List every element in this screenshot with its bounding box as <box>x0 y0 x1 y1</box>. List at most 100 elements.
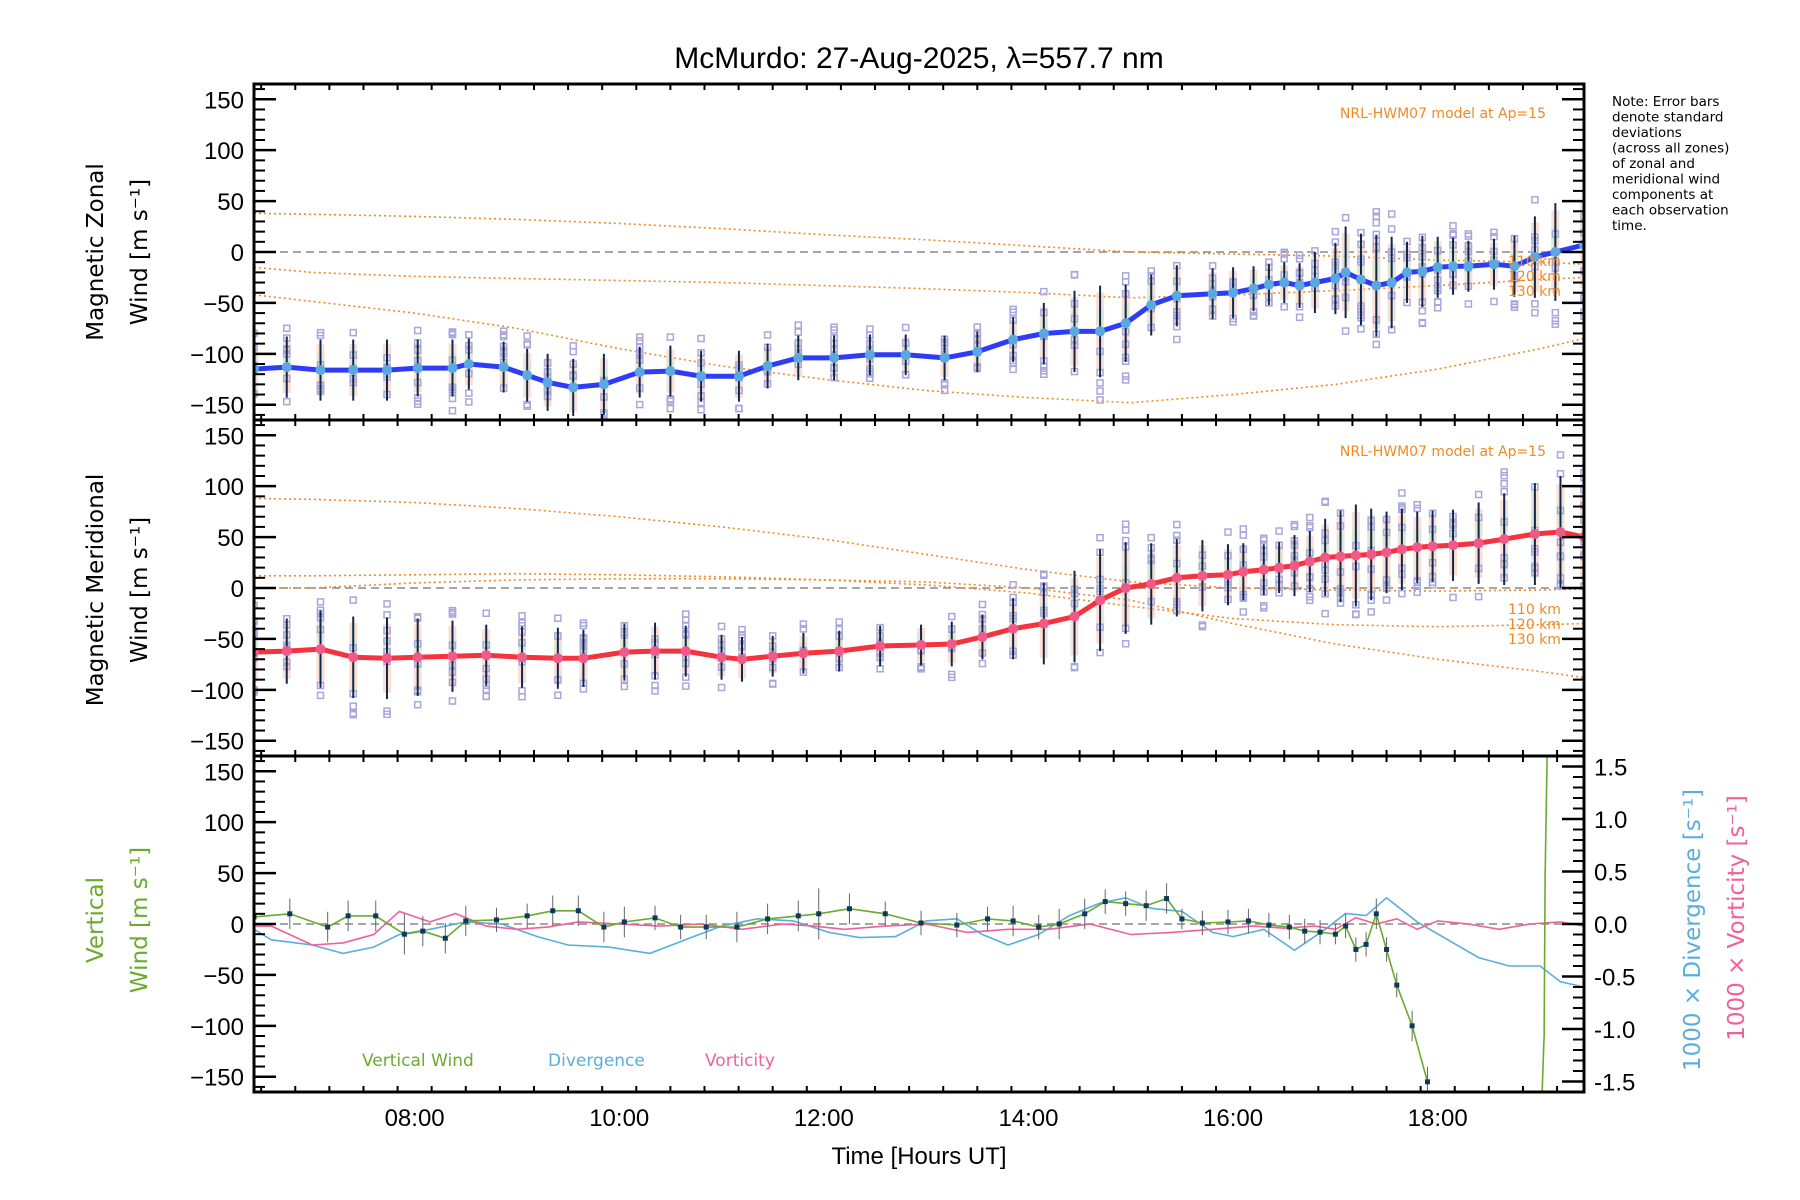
zone-point <box>1239 608 1248 616</box>
zonal-data-point <box>412 363 423 374</box>
zonal-data-point <box>522 370 533 381</box>
vertical-wind-point <box>816 911 822 917</box>
left-y-axis: 150 100 50 0 −50 −100 −150 <box>190 87 1584 420</box>
meridional-data-point <box>1238 566 1249 577</box>
meridional-data-point <box>1448 540 1459 551</box>
zonal-data-point <box>1309 277 1320 288</box>
x-tick-label: 10:00 <box>589 1105 649 1132</box>
zone-point <box>940 379 949 387</box>
meridional-data-point <box>619 647 630 658</box>
meridional-alt-label-120: 120 km <box>1508 617 1561 633</box>
vertical-wind-point <box>345 913 351 919</box>
chart-title: McMurdo: 27-Aug-2025, λ=557.7 nm <box>674 42 1163 75</box>
zone-point <box>523 332 531 340</box>
meridional-data-point <box>1171 572 1182 583</box>
zone-point <box>1040 287 1048 296</box>
zone-point <box>1580 473 1584 482</box>
zone-point <box>1147 267 1155 275</box>
vertical-wind-point <box>765 916 771 922</box>
model-curve-130km <box>254 212 1584 265</box>
x-tick-label: 08:00 <box>385 1105 445 1132</box>
zone-point <box>554 614 562 622</box>
zone-point <box>1382 596 1391 604</box>
zone-point <box>1449 230 1457 238</box>
vertical-wind-point <box>1245 918 1251 924</box>
zone-point <box>1121 272 1130 280</box>
meridional-data-point <box>798 648 809 659</box>
meridional-data-point <box>1555 527 1566 537</box>
zone-point <box>518 692 526 701</box>
meridional-data-point <box>737 654 748 665</box>
meridional-data-point <box>1304 556 1315 567</box>
zone-point <box>866 325 874 333</box>
zone-point <box>482 685 490 694</box>
zonal-data-point <box>1120 318 1131 329</box>
divergence-ylabel: 1000 × Divergence [s⁻¹] <box>1680 789 1706 1071</box>
zone-point <box>1580 582 1584 590</box>
vertical-wind-point <box>1225 919 1231 925</box>
note-line: meridional wind <box>1612 172 1720 188</box>
zone-point <box>866 374 874 383</box>
meridional-data-point <box>1258 564 1269 575</box>
meridional-data-point <box>1499 534 1510 545</box>
zone-point <box>1413 500 1421 509</box>
left-tick-label: 0 <box>231 576 244 603</box>
zone-point <box>1009 365 1017 374</box>
zone-point <box>282 324 291 333</box>
zone-point <box>448 329 457 337</box>
zone-point <box>1260 536 1268 544</box>
zonal-data-point <box>1279 277 1290 288</box>
zone-point <box>1449 593 1457 602</box>
zone-point <box>254 629 258 637</box>
zone-point <box>1121 278 1130 286</box>
zone-point <box>1580 229 1584 237</box>
left-tick-label: −100 <box>190 1014 244 1041</box>
vertical-wind-point <box>1353 946 1359 952</box>
vertical-wind-point <box>1286 924 1292 930</box>
meridional-data-point <box>767 651 778 662</box>
vertical-wind-point <box>1373 911 1379 917</box>
zonal-data-point <box>348 365 359 376</box>
model-curve-120km <box>254 572 1584 628</box>
zone-point <box>349 328 357 337</box>
left-tick-label: −50 <box>203 291 244 318</box>
left-tick-label: −150 <box>190 1065 244 1092</box>
zonal-wind-panel: 150 100 50 0 −50 −100 −150 <box>190 82 1586 422</box>
vertical-ylabel: Vertical Wind [m s⁻¹] <box>83 847 153 993</box>
right-tick-label: -1.0 <box>1594 1017 1635 1044</box>
meridional-data-point <box>412 652 423 663</box>
zonal-data-point <box>1371 280 1382 291</box>
vertical-wind-point <box>325 924 331 930</box>
meridional-data-point <box>1350 550 1361 561</box>
vertical-wind-point <box>1424 1079 1430 1085</box>
zone-point <box>1510 303 1519 312</box>
vertical-wind-point <box>1332 931 1338 937</box>
x-axis: 08:00 10:00 12:00 14:00 16:00 18:00 <box>385 1105 1468 1132</box>
zone-point <box>1306 521 1314 530</box>
left-tick-label: 100 <box>204 138 244 165</box>
zone-point <box>697 405 705 414</box>
zone-point <box>1040 571 1048 580</box>
zone-point <box>978 659 987 668</box>
meridional-data-point <box>1381 547 1392 558</box>
zone-point <box>1321 609 1329 618</box>
zone-point <box>768 679 777 688</box>
meridional-data-point <box>1412 542 1423 553</box>
zone-point <box>1433 298 1442 306</box>
zonal-data-point <box>1171 290 1182 301</box>
vertical-wind-point <box>652 915 658 921</box>
meridional-data-point <box>650 646 661 657</box>
meridional-data-point <box>1427 541 1438 552</box>
zonal-data-point <box>1488 259 1499 270</box>
zone-point <box>413 700 422 709</box>
zone-point <box>1290 520 1299 529</box>
zone-point <box>383 600 391 608</box>
zone-point <box>1280 303 1288 311</box>
note-line: time. <box>1612 218 1647 234</box>
left-tick-label: −100 <box>190 678 244 705</box>
vorticity-line <box>254 910 1584 946</box>
meridional-data-point <box>1038 618 1049 629</box>
zone-point <box>697 334 705 343</box>
zonal-data-point <box>1069 326 1080 337</box>
